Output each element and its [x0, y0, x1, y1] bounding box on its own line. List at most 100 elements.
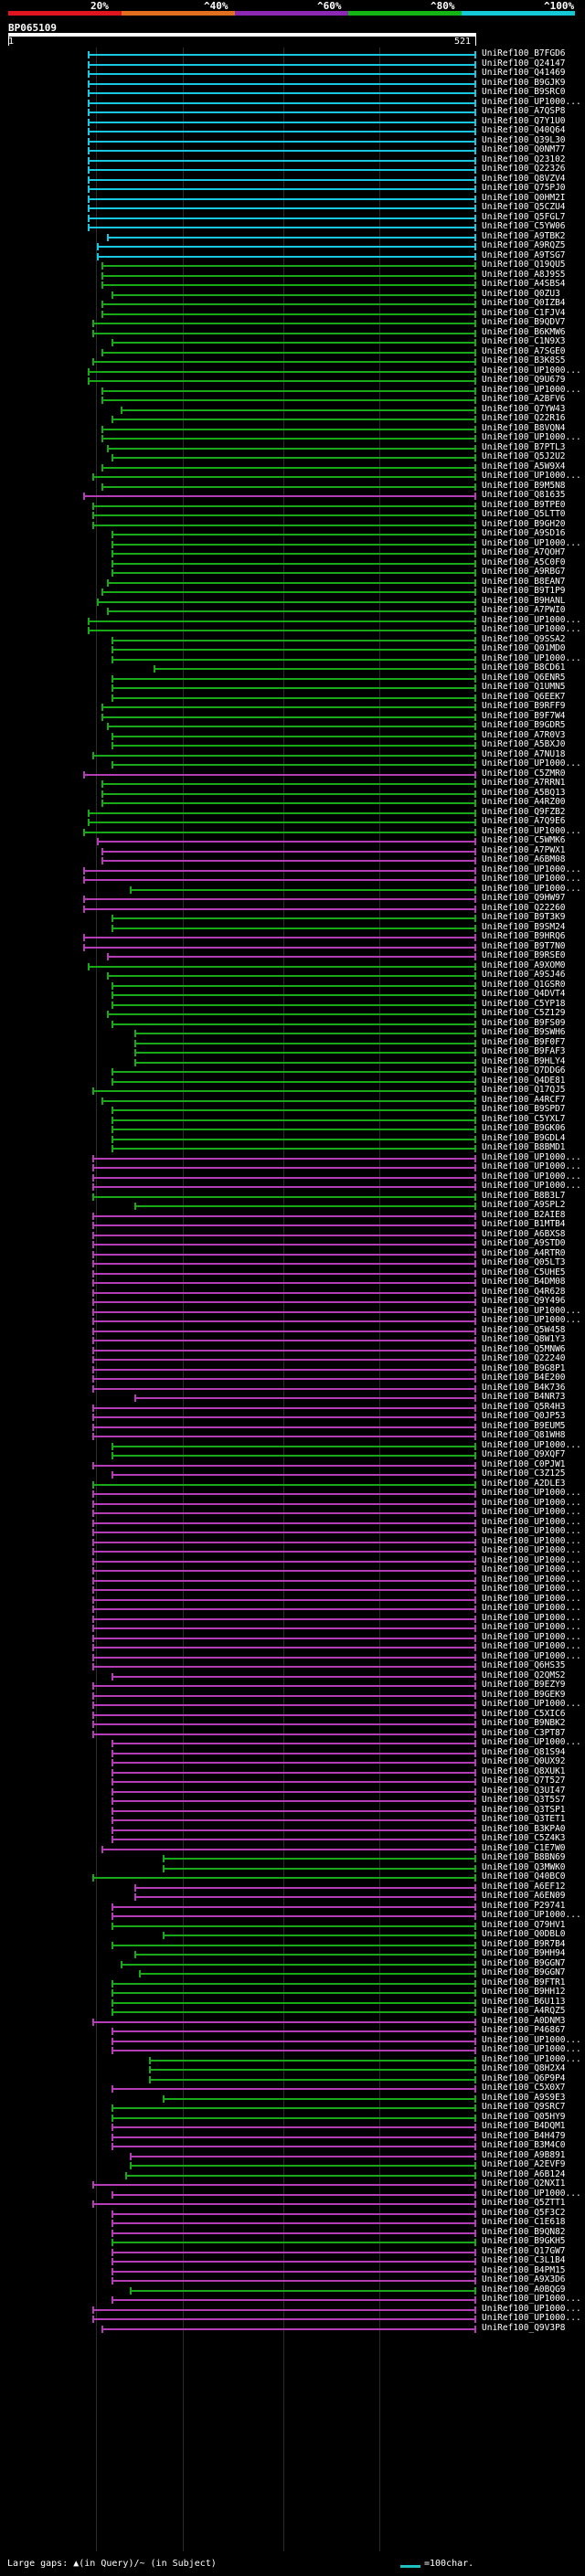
hit-row[interactable]	[111, 923, 476, 934]
hit-row[interactable]	[92, 1182, 476, 1193]
hit-label-link[interactable]: UniRef100_C5UHE5	[482, 1267, 566, 1277]
hit-row[interactable]	[92, 1316, 476, 1327]
hit-label-link[interactable]: UniRef100_A4RTR0	[482, 1247, 566, 1258]
hit-label-link[interactable]: UniRef100_A2DLE3	[482, 1478, 566, 1489]
hit-row[interactable]	[130, 2160, 476, 2171]
hit-label-link[interactable]: UniRef100_Q2NXI1	[482, 2178, 566, 2189]
hit-label-link[interactable]: UniRef100_Q3TET1	[482, 1814, 566, 1824]
hit-row[interactable]	[92, 1700, 476, 1711]
hit-label-link[interactable]: UniRef100_B9FS09	[482, 1017, 566, 1028]
hit-row[interactable]	[111, 1978, 476, 1989]
hit-row[interactable]	[82, 827, 476, 838]
hit-label-link[interactable]: UniRef100_A6B124	[482, 2168, 566, 2179]
hit-row[interactable]	[111, 2275, 476, 2286]
hit-row[interactable]	[82, 769, 476, 780]
hit-row[interactable]	[82, 894, 476, 905]
hit-label-link[interactable]: UniRef100_Q5MNW6	[482, 1343, 566, 1354]
hit-row[interactable]	[106, 443, 476, 454]
hit-row[interactable]	[134, 1057, 476, 1068]
hit-label-link[interactable]: UniRef100_C3PT87	[482, 1727, 566, 1738]
hit-row[interactable]	[92, 1297, 476, 1308]
hit-row[interactable]	[92, 328, 476, 339]
hit-label-link[interactable]: UniRef100_P29741	[482, 1900, 566, 1911]
hit-label-link[interactable]: UniRef100_A7PWI0	[482, 605, 566, 615]
hit-row[interactable]	[111, 1115, 476, 1126]
hit-row[interactable]	[88, 79, 476, 90]
hit-row[interactable]	[92, 1086, 476, 1097]
hit-label-link[interactable]: UniRef100_B9RSE0	[482, 950, 566, 960]
hit-label-link[interactable]: UniRef100_C3Z125	[482, 1468, 566, 1479]
hit-label-link[interactable]: UniRef100_Q19QU5	[482, 260, 566, 270]
hit-row[interactable]	[148, 2055, 476, 2066]
hit-label-link[interactable]: UniRef100_C5YXL7	[482, 1113, 566, 1124]
hit-row[interactable]	[92, 1230, 476, 1241]
hit-label-link[interactable]: UniRef100_Q22240	[482, 1353, 566, 1363]
hit-label-link[interactable]: UniRef100_Q8W1Y3	[482, 1334, 566, 1344]
hit-label-link[interactable]: UniRef100_Q01MD0	[482, 643, 566, 653]
hit-row[interactable]	[92, 1288, 476, 1299]
hit-label-link[interactable]: UniRef100_B9EUM5	[482, 1420, 566, 1431]
hit-row[interactable]	[101, 789, 476, 800]
hit-row[interactable]	[92, 1527, 476, 1538]
hit-label-link[interactable]: UniRef100_Q6ENR5	[482, 672, 566, 683]
hit-row[interactable]	[101, 260, 476, 271]
hit-row[interactable]	[134, 1028, 476, 1039]
hit-label-link[interactable]: UniRef100_B8CD61	[482, 663, 566, 673]
hit-label-link[interactable]: UniRef100_B8B3L7	[482, 1190, 566, 1201]
hit-row[interactable]	[134, 1047, 476, 1058]
hit-row[interactable]	[92, 1537, 476, 1548]
hit-label-link[interactable]: UniRef100_A0BQG9	[482, 2284, 566, 2295]
hit-label-link[interactable]: UniRef100_UP1000...	[482, 1574, 581, 1585]
hit-label-link[interactable]: UniRef100_Q81S94	[482, 1746, 566, 1757]
hit-row[interactable]	[92, 1508, 476, 1519]
hit-row[interactable]	[139, 1968, 476, 1979]
hit-row[interactable]	[111, 290, 476, 301]
hit-label-link[interactable]: UniRef100_C5Z4K3	[482, 1833, 566, 1843]
hit-row[interactable]	[111, 1076, 476, 1087]
hit-row[interactable]	[111, 1671, 476, 1682]
hit-row[interactable]	[134, 1038, 476, 1049]
hit-row[interactable]	[92, 1153, 476, 1164]
hit-label-link[interactable]: UniRef100_Q5R4H3	[482, 1401, 566, 1412]
hit-row[interactable]	[92, 1595, 476, 1606]
hit-row[interactable]	[92, 1518, 476, 1529]
hit-row[interactable]	[111, 567, 476, 578]
hit-row[interactable]	[101, 424, 476, 435]
hit-row[interactable]	[92, 2314, 476, 2325]
hit-row[interactable]	[111, 2189, 476, 2200]
hit-row[interactable]	[101, 712, 476, 723]
hit-row[interactable]	[106, 970, 476, 981]
hit-row[interactable]	[92, 1335, 476, 1346]
hit-row[interactable]	[111, 2209, 476, 2220]
hit-label-link[interactable]: UniRef100_Q8XUK1	[482, 1765, 566, 1776]
hit-label-link[interactable]: UniRef100_Q9SSA2	[482, 633, 566, 644]
hit-label-link[interactable]: UniRef100_UP1000...	[482, 96, 581, 107]
hit-row[interactable]	[148, 2074, 476, 2085]
hit-label-link[interactable]: UniRef100_Q9HW97	[482, 893, 566, 903]
hit-label-link[interactable]: UniRef100_B9FTR1	[482, 1977, 566, 1988]
hit-row[interactable]	[88, 808, 476, 819]
hit-row[interactable]	[111, 2247, 476, 2258]
hit-row[interactable]	[111, 2132, 476, 2143]
hit-row[interactable]	[111, 693, 476, 704]
hit-row[interactable]	[92, 1479, 476, 1490]
hit-label-link[interactable]: UniRef100_B9RFF9	[482, 701, 566, 711]
hit-label-link[interactable]: UniRef100_B9SM24	[482, 921, 566, 932]
hit-label-link[interactable]: UniRef100_Q1UMN5	[482, 682, 566, 692]
hit-label-link[interactable]: UniRef100_Q5F3C2	[482, 2207, 566, 2218]
hit-row[interactable]	[92, 1373, 476, 1384]
hit-row[interactable]	[101, 347, 476, 358]
hit-row[interactable]	[111, 2113, 476, 2124]
hit-row[interactable]	[120, 405, 476, 416]
hit-label-link[interactable]: UniRef100_B2AIE8	[482, 1209, 566, 1220]
hit-row[interactable]	[101, 798, 476, 809]
hit-row[interactable]	[111, 1441, 476, 1452]
hit-label-link[interactable]: UniRef100_UP1000...	[482, 652, 581, 663]
hit-row[interactable]	[88, 126, 476, 137]
hit-row[interactable]	[101, 462, 476, 473]
hit-label-link[interactable]: UniRef100_B9NBK2	[482, 1718, 566, 1728]
hit-label-link[interactable]: UniRef100_B9SPD7	[482, 1104, 566, 1114]
hit-row[interactable]	[111, 1143, 476, 1154]
hit-label-link[interactable]: UniRef100_A7QSP8	[482, 106, 566, 116]
hit-label-link[interactable]: UniRef100_Q22326	[482, 164, 566, 174]
